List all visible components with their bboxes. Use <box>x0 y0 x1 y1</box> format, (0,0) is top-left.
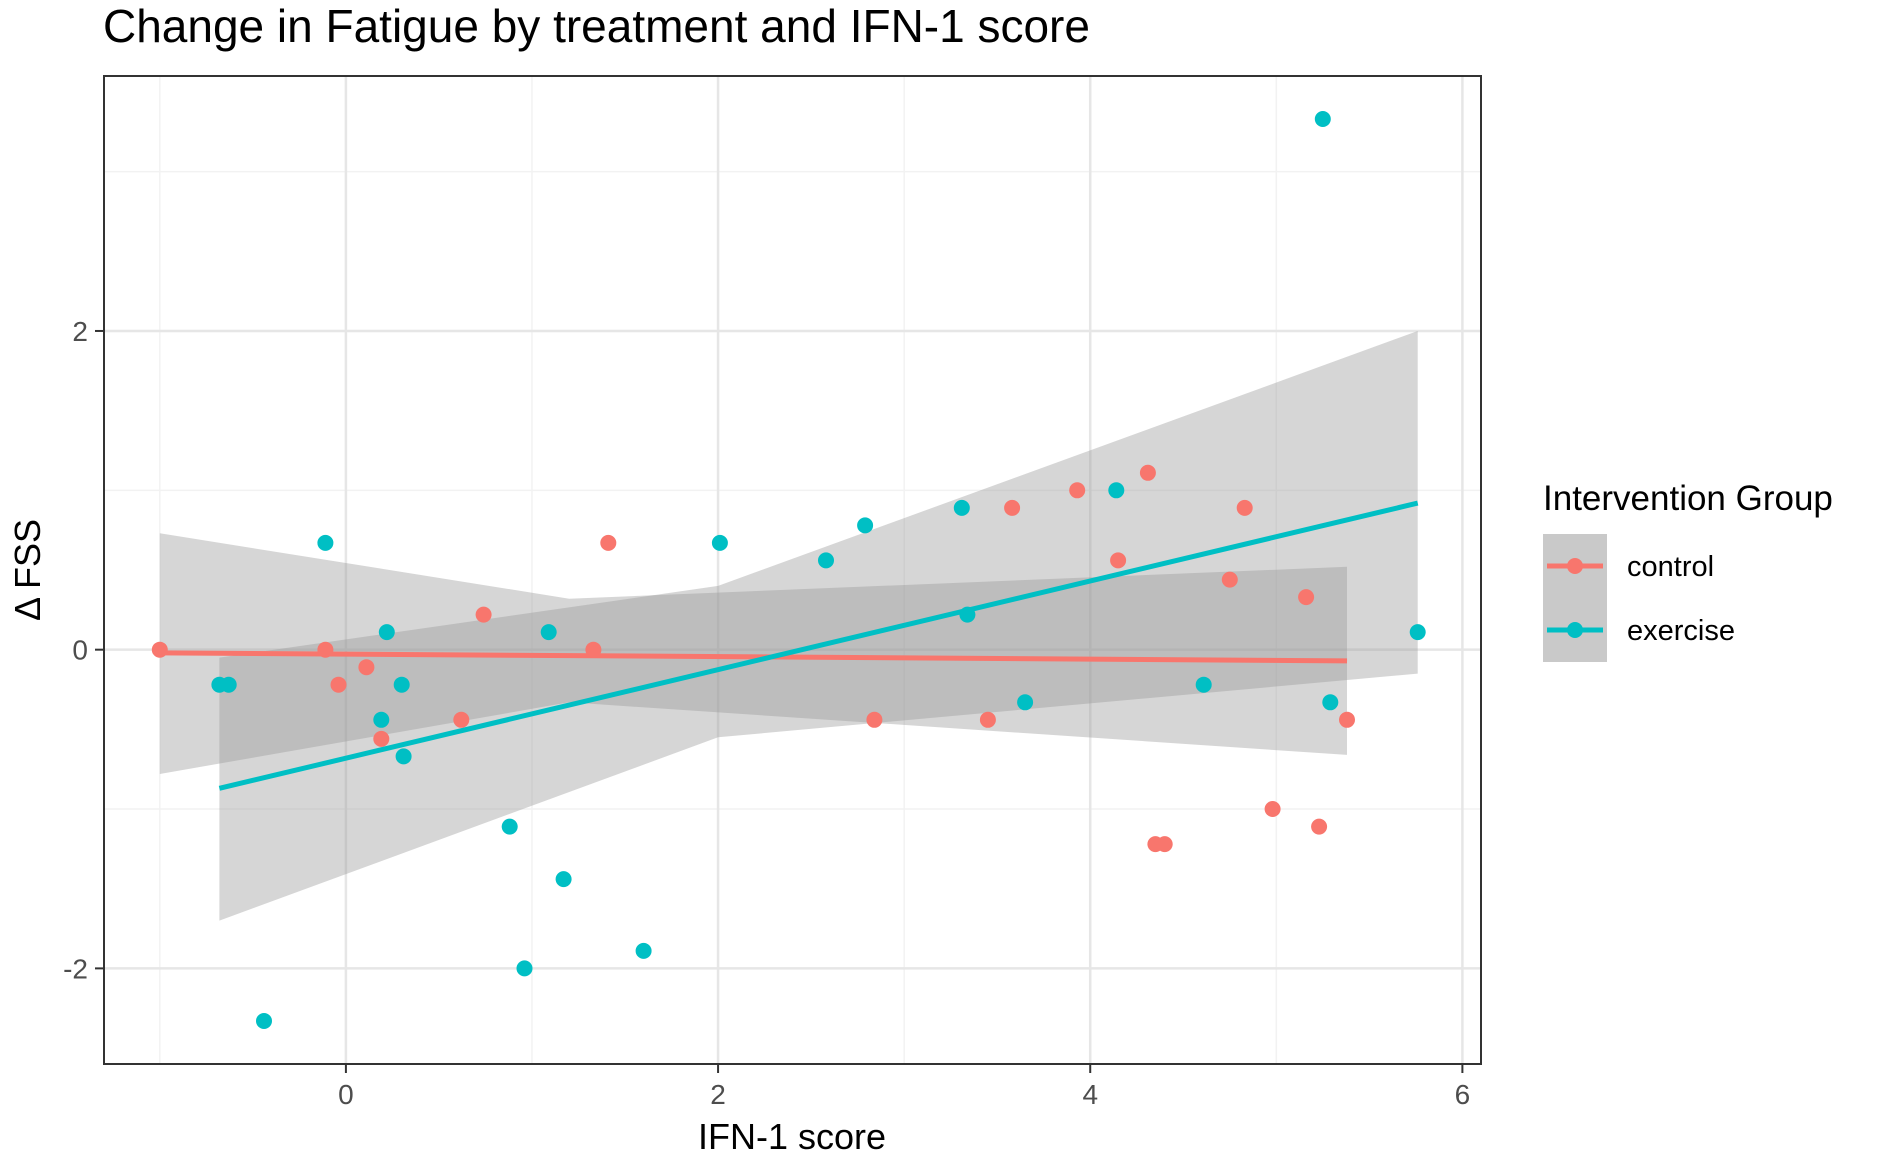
ci-ribbon-exercise <box>219 331 1418 921</box>
fit-line-exercise <box>218 500 1419 791</box>
y-tick-label: 0 <box>72 635 88 666</box>
data-point-exercise <box>1409 624 1426 641</box>
data-point-exercise <box>501 818 518 835</box>
data-point-control <box>1221 571 1238 588</box>
y-tick-label: 2 <box>72 316 88 347</box>
data-point-exercise <box>555 871 572 888</box>
axis-ticks: 0 2 4 6 -2 0 2 <box>63 316 1470 1110</box>
data-point-exercise <box>953 499 970 516</box>
data-point-control <box>600 534 617 551</box>
data-point-exercise <box>378 624 395 641</box>
data-point-control <box>1264 801 1281 817</box>
data-point-control <box>1298 589 1315 606</box>
data-point-control <box>151 641 168 658</box>
data-point-control <box>373 730 390 747</box>
legend-label-control: control <box>1627 551 1714 583</box>
x-tick-label: 6 <box>1455 1079 1471 1110</box>
data-point-exercise <box>1195 676 1212 693</box>
data-point-exercise <box>1108 482 1125 499</box>
data-point-control <box>585 641 602 658</box>
y-tick-label: -2 <box>63 953 88 984</box>
data-point-control <box>475 606 492 623</box>
data-point-control <box>1236 499 1253 516</box>
fit-line-control <box>159 650 1348 664</box>
data-point-exercise <box>393 676 410 693</box>
data-point-exercise <box>256 1013 272 1029</box>
x-tick-label: 2 <box>710 1079 726 1110</box>
data-point-exercise <box>1017 694 1034 711</box>
data-point-exercise <box>857 517 874 534</box>
data-point-exercise <box>635 942 652 959</box>
data-point-exercise <box>711 534 728 551</box>
y-axis-title: Δ FSS <box>7 519 48 621</box>
chart-title: Change in Fatigue by treatment and IFN-1… <box>103 0 1090 52</box>
x-tick-label: 4 <box>1082 1079 1098 1110</box>
data-point-control <box>453 711 470 728</box>
data-point-exercise <box>395 748 412 765</box>
data-point-exercise <box>516 960 533 977</box>
data-point-exercise <box>1314 111 1331 127</box>
data-point-control <box>1339 711 1355 728</box>
data-point-control <box>317 641 334 658</box>
legend: Intervention Group control exercise <box>1543 479 1833 662</box>
data-point-exercise <box>220 676 237 693</box>
x-tick-label: 0 <box>338 1079 354 1110</box>
data-point-exercise <box>818 552 834 569</box>
data-point-exercise <box>540 624 557 641</box>
data-point-control <box>358 659 375 676</box>
data-point-control <box>330 676 347 693</box>
confidence-ribbons <box>159 331 1418 921</box>
data-point-control <box>1004 499 1021 516</box>
plot-panel-border <box>103 75 1482 1065</box>
data-point-control <box>1311 818 1328 835</box>
data-point-control <box>1069 482 1086 499</box>
data-point-exercise <box>317 534 334 551</box>
data-points <box>151 111 1426 1029</box>
data-point-control <box>866 711 883 728</box>
legend-key-point-exercise <box>1567 622 1583 638</box>
legend-key-point-control <box>1567 558 1583 574</box>
data-point-exercise <box>373 711 390 728</box>
data-point-control <box>1139 464 1156 481</box>
data-point-control <box>1156 836 1173 853</box>
data-point-exercise <box>1322 694 1339 711</box>
data-point-exercise <box>959 606 976 623</box>
data-point-control <box>979 711 996 728</box>
x-axis-title: IFN-1 score <box>698 1116 886 1151</box>
fit-lines <box>159 500 1419 791</box>
data-point-control <box>1110 552 1127 569</box>
legend-title: Intervention Group <box>1543 479 1833 518</box>
legend-label-exercise: exercise <box>1627 615 1735 647</box>
